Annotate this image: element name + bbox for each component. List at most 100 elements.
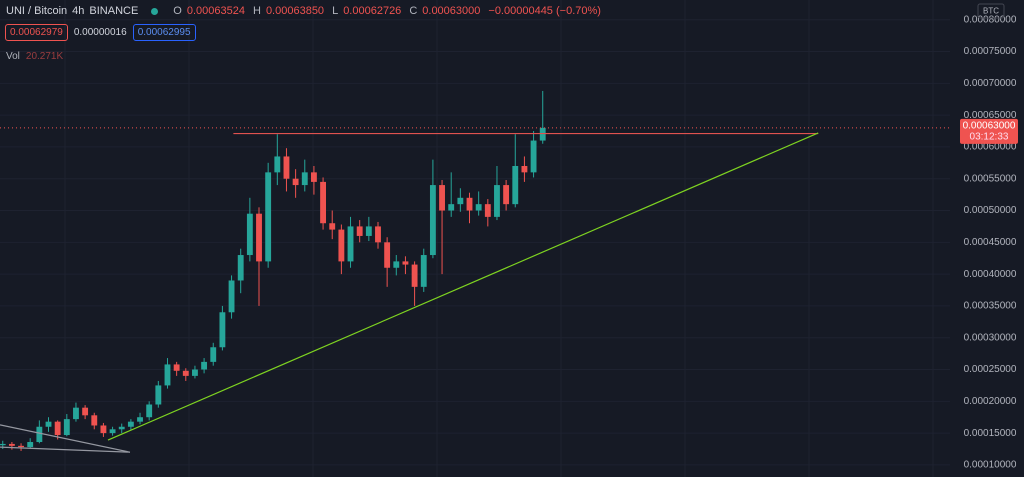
candle: [503, 179, 510, 211]
candle-body: [292, 178, 299, 186]
candle: [210, 342, 217, 366]
candle-body: [164, 364, 171, 386]
candle: [384, 237, 391, 287]
candle: [365, 216, 372, 242]
change: −0.00000445 (−0.70%): [488, 5, 601, 17]
candle: [164, 358, 171, 389]
candle: [27, 438, 34, 449]
candle: [420, 248, 427, 292]
y-tick-label: 0.00075000: [964, 46, 1017, 57]
trend-line: [0, 424, 131, 453]
candle-body: [73, 407, 79, 420]
candle: [320, 177, 327, 230]
candle-body: [219, 312, 226, 348]
candle-body: [274, 156, 281, 173]
candle-body: [82, 407, 89, 416]
candle-body: [503, 185, 510, 205]
candle-body: [91, 415, 98, 426]
candle: [292, 169, 299, 198]
candle-body: [63, 419, 70, 436]
candle-body: [118, 426, 125, 430]
y-tick-label: 0.00045000: [964, 237, 1017, 248]
candle-body: [146, 404, 153, 418]
quote: 0.00062979 0.00000016 0.00062995: [5, 24, 196, 41]
candle-body: [201, 361, 208, 370]
candle: [283, 148, 290, 192]
candle: [265, 162, 272, 268]
candle-body: [484, 204, 491, 217]
candle-body: [530, 140, 537, 173]
candle: [54, 420, 61, 440]
candle-body: [127, 421, 134, 427]
candle: [393, 255, 400, 276]
y-tick-label: 0.00060000: [964, 142, 1017, 153]
candle: [137, 412, 143, 425]
candle-body: [45, 421, 52, 427]
candle-body: [393, 261, 400, 268]
candle-body: [0, 443, 6, 446]
candle: [173, 361, 180, 376]
last-price-label: 0.00063000: [963, 120, 1016, 131]
candle: [457, 188, 464, 212]
exchange: BINANCE: [89, 5, 139, 17]
candle-body: [448, 204, 455, 211]
candle-body: [246, 213, 253, 256]
buy-button[interactable]: 0.00062995: [132, 24, 196, 41]
candle: [448, 172, 455, 217]
ohlc-value: 0.00063000: [422, 5, 481, 17]
candle: [256, 207, 262, 306]
candle: [539, 90, 546, 144]
candle-body: [521, 165, 528, 173]
candle-body: [402, 261, 409, 265]
candle: [466, 192, 473, 224]
ohlc-key: L: [332, 5, 339, 17]
candle-body: [256, 213, 262, 262]
candle: [530, 131, 537, 178]
sell-button[interactable]: 0.00062979: [5, 24, 68, 41]
last-price-tag: [960, 118, 1018, 144]
y-tick-label: 0.00055000: [964, 173, 1017, 184]
symbol[interactable]: UNI / Bitcoin: [6, 5, 68, 17]
interval[interactable]: 4h: [72, 5, 85, 17]
spread: 0.00000016: [73, 27, 127, 38]
candle: [45, 417, 52, 432]
candle-body: [109, 429, 116, 434]
candle-body: [365, 226, 372, 236]
candle: [347, 216, 354, 268]
candle: [182, 368, 189, 381]
candle: [274, 134, 281, 186]
candle: [228, 275, 235, 319]
y-tick-label: 0.00010000: [964, 460, 1017, 471]
candle-body: [411, 264, 418, 287]
candle: [338, 224, 345, 275]
y-tick-label: 0.00065000: [964, 110, 1017, 121]
candle: [246, 197, 253, 262]
candle: [109, 426, 116, 436]
candle-body: [512, 165, 519, 205]
y-tick-label: 0.00030000: [964, 332, 1017, 343]
candle: [192, 365, 198, 379]
volume-value: 20.271K: [25, 51, 64, 62]
candle: [402, 256, 409, 275]
candle: [36, 420, 43, 444]
candle-body: [36, 426, 43, 443]
trend-line: [0, 446, 130, 453]
currency: BTC: [983, 7, 999, 16]
ohlc-value: 0.00063850: [265, 5, 325, 17]
candle-body: [8, 443, 15, 446]
candle: [100, 422, 107, 437]
candle-body: [173, 364, 180, 371]
currency-box: [977, 3, 1005, 19]
ohlc-key: H: [252, 5, 261, 17]
candle: [329, 210, 336, 240]
y-tick-label: 0.00035000: [964, 301, 1017, 312]
candle-body: [237, 255, 244, 281]
candle: [411, 261, 418, 306]
candle: [146, 401, 153, 421]
candle-body: [182, 370, 189, 376]
candle: [63, 414, 70, 437]
candle: [82, 405, 89, 420]
candle: [73, 402, 79, 422]
